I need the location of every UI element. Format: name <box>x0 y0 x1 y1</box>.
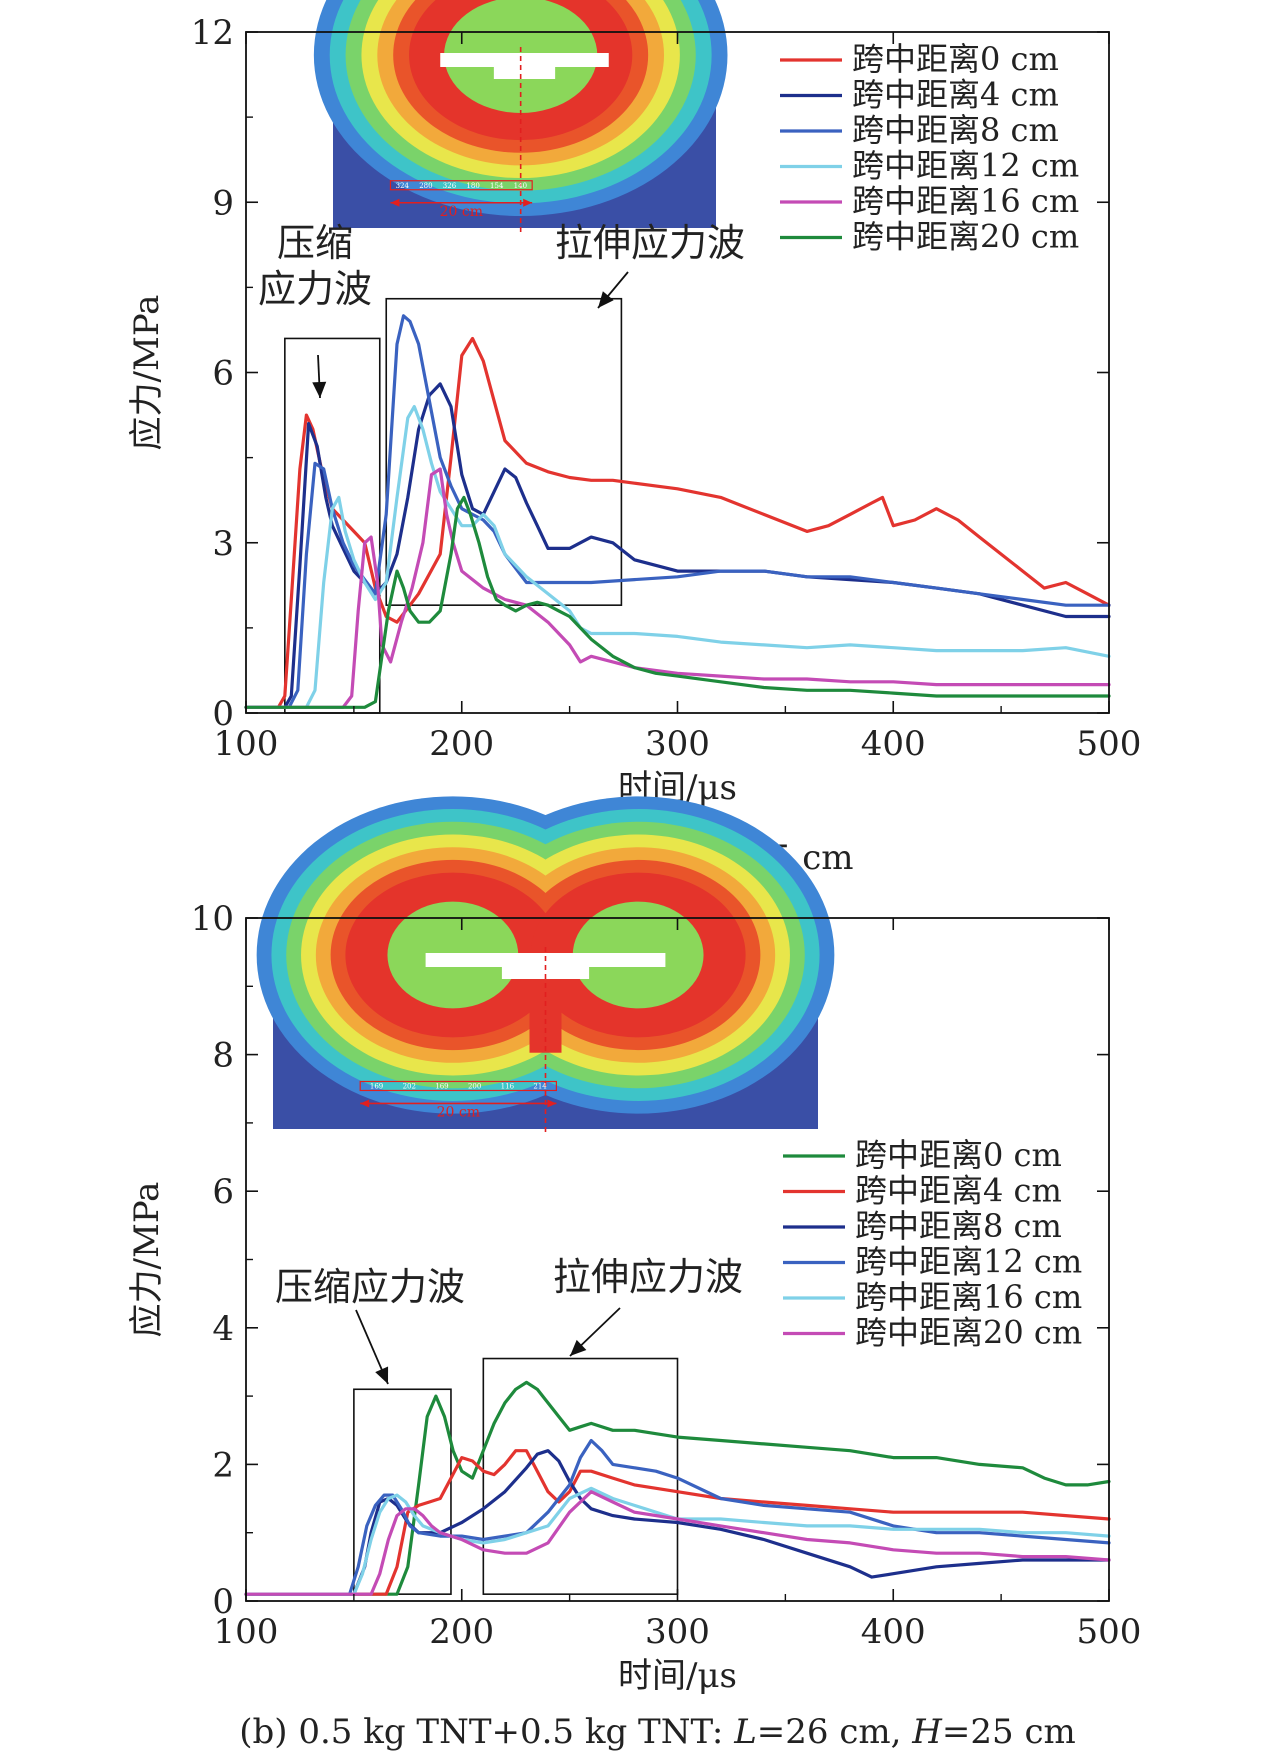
series-line-1 <box>244 1449 1111 1596</box>
inset-gauge-tick: 202 <box>403 1082 416 1090</box>
y-tick-label: 6 <box>212 1172 234 1212</box>
legend-entry: 跨中距离8 cm <box>852 111 1059 149</box>
series-line-3 <box>244 405 1111 709</box>
legend-entry: 跨中距离8 cm <box>855 1207 1062 1245</box>
series-line-3 <box>244 1438 1111 1596</box>
y-tick-label: 3 <box>212 524 234 564</box>
arrow-head <box>312 381 327 398</box>
compression-wave-label: 压缩应力波 <box>275 1265 465 1309</box>
legend-entry: 跨中距离4 cm <box>855 1172 1062 1210</box>
tension-wave-label: 拉伸应力波 <box>555 221 745 265</box>
inset-gauge-tick: 200 <box>468 1082 481 1090</box>
inset-notch <box>440 53 609 67</box>
series-line-5 <box>244 495 1111 709</box>
arrow-head <box>598 291 614 308</box>
inset-gauge-tick: 140 <box>514 182 527 190</box>
x-tick-label: 300 <box>645 724 710 764</box>
inset-gauge-strip <box>389 180 533 191</box>
inset-notch <box>493 67 556 79</box>
inset-contour-plot: 169 202 169 200 116 214 20 cm <box>256 796 835 1135</box>
caption-part: (b) 0.5 kg TNT+0.5 kg TNT: <box>239 1712 734 1752</box>
y-tick-label: 4 <box>212 1309 234 1349</box>
x-tick-label: 300 <box>645 1612 710 1652</box>
legend-entry: 跨中距离0 cm <box>852 40 1059 78</box>
x-tick-label: 400 <box>861 1612 926 1652</box>
x-tick-label: 200 <box>429 1612 494 1652</box>
legend-entry: 跨中距离12 cm <box>855 1243 1082 1281</box>
x-tick-label: 200 <box>429 724 494 764</box>
compression-wave-label: 压缩 <box>277 221 353 265</box>
inset-gauge-tick: 116 <box>501 1082 515 1090</box>
y-axis-label: 应力/MPa <box>127 1182 167 1338</box>
y-axis-label: 应力/MPa <box>127 295 167 451</box>
x-tick-label: 100 <box>214 1612 279 1652</box>
inset-notch <box>501 967 590 979</box>
x-tick-label: 100 <box>214 724 279 764</box>
chart-panel-b: 169 202 169 200 116 214 20 cm 100 200 300 400 500 0 2… <box>127 796 1141 1752</box>
inset-gauge-tick: 180 <box>466 182 479 190</box>
x-tick-label: 500 <box>1077 1612 1142 1652</box>
legend-entry: 跨中距离12 cm <box>852 147 1079 185</box>
series-line-2 <box>244 314 1111 709</box>
y-tick-label: 6 <box>212 354 234 394</box>
x-tick-label: 400 <box>861 724 926 764</box>
series-line-1 <box>244 382 1111 709</box>
inset-gauge-strip <box>359 1080 558 1092</box>
series-line-0 <box>244 1380 1111 1596</box>
legend-entry: 跨中距离16 cm <box>852 182 1079 220</box>
series-line-5 <box>244 1490 1111 1596</box>
legend-entry: 跨中距离16 cm <box>855 1278 1082 1316</box>
y-tick-label: 2 <box>212 1445 234 1485</box>
x-tick-label: 500 <box>1077 724 1142 764</box>
inset-gauge-tick: 214 <box>533 1082 547 1090</box>
legend-entry: 跨中距离20 cm <box>852 218 1079 256</box>
compression-wave-box <box>353 1388 452 1595</box>
arrow-head <box>375 1366 389 1384</box>
legend-entry: 跨中距离0 cm <box>855 1136 1062 1174</box>
inset-scale-label: 20 cm <box>437 1104 480 1120</box>
compression-wave-label: 应力波 <box>258 267 372 311</box>
inset-scale-label: 20 cm <box>440 204 483 220</box>
inset-gauge-tick: 280 <box>419 182 432 190</box>
y-tick-label: 12 <box>191 13 234 53</box>
y-tick-label: 10 <box>191 899 234 939</box>
caption-part: L <box>733 1712 757 1752</box>
y-tick-label: 0 <box>212 1582 234 1622</box>
y-tick-label: 0 <box>212 694 234 734</box>
series-line-2 <box>244 1449 1111 1596</box>
tension-wave-label: 拉伸应力波 <box>553 1255 743 1299</box>
panel-caption: (b) 0.5 kg TNT+0.5 kg TNT: L=26 cm, H=25… <box>239 1712 1076 1752</box>
caption-part: =25 cm <box>942 1712 1076 1752</box>
inset-gauge-tick: 326 <box>443 182 457 190</box>
series-line-4 <box>244 467 1111 709</box>
inset-gauge-tick: 169 <box>370 1082 383 1090</box>
x-axis-label: 时间/μs <box>618 1656 737 1696</box>
legend-entry: 跨中距离20 cm <box>855 1314 1082 1352</box>
tension-wave-box <box>482 1357 679 1595</box>
tension-wave-box <box>385 297 623 606</box>
y-tick-label: 8 <box>212 1036 234 1076</box>
caption-part: H <box>911 1712 943 1752</box>
legend-entry: 跨中距离4 cm <box>852 76 1059 114</box>
y-tick-label: 9 <box>212 183 234 223</box>
chart-panel-a: 324 280 326 180 154 140 20 cm 100 200 300 400 500 0 3… <box>127 0 1141 878</box>
caption-part: =26 cm, <box>757 1712 912 1752</box>
inset-gauge-tick: 324 <box>396 182 410 190</box>
inset-gauge-tick: 169 <box>435 1082 448 1090</box>
inset-contour-plot: 324 280 326 180 154 140 20 cm <box>313 0 728 234</box>
series-line-4 <box>244 1486 1111 1596</box>
arrow-head <box>570 1339 587 1356</box>
inset-gauge-tick: 154 <box>490 182 504 190</box>
